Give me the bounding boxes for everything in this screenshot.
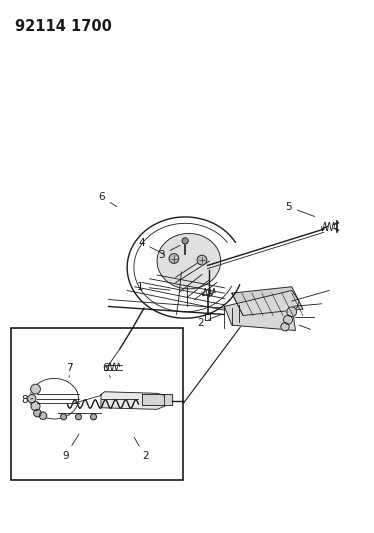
Circle shape bbox=[283, 316, 292, 324]
Circle shape bbox=[287, 307, 297, 317]
Circle shape bbox=[31, 402, 40, 410]
Text: 6: 6 bbox=[102, 363, 110, 377]
Circle shape bbox=[169, 254, 179, 263]
Polygon shape bbox=[157, 233, 221, 289]
Text: 92114 1700: 92114 1700 bbox=[15, 19, 112, 34]
Bar bbox=[11, 328, 183, 480]
Text: 7: 7 bbox=[66, 363, 73, 377]
Text: 8: 8 bbox=[21, 395, 33, 405]
Circle shape bbox=[39, 412, 47, 419]
Circle shape bbox=[281, 322, 289, 331]
Polygon shape bbox=[232, 287, 303, 316]
Polygon shape bbox=[101, 392, 165, 409]
Circle shape bbox=[91, 414, 96, 420]
Text: 2: 2 bbox=[134, 438, 148, 461]
Circle shape bbox=[61, 414, 67, 420]
Circle shape bbox=[76, 414, 82, 420]
Text: 2: 2 bbox=[197, 314, 221, 328]
Text: 9: 9 bbox=[62, 434, 79, 461]
Text: 4: 4 bbox=[138, 238, 165, 255]
Polygon shape bbox=[224, 290, 299, 330]
Text: 5: 5 bbox=[285, 202, 315, 216]
Circle shape bbox=[28, 394, 36, 403]
Polygon shape bbox=[142, 394, 172, 405]
Circle shape bbox=[182, 238, 188, 244]
Text: 6: 6 bbox=[98, 192, 117, 206]
Circle shape bbox=[34, 409, 41, 417]
Text: 1: 1 bbox=[137, 282, 170, 292]
Circle shape bbox=[197, 255, 207, 265]
Circle shape bbox=[31, 384, 40, 394]
Text: 3: 3 bbox=[158, 245, 180, 260]
